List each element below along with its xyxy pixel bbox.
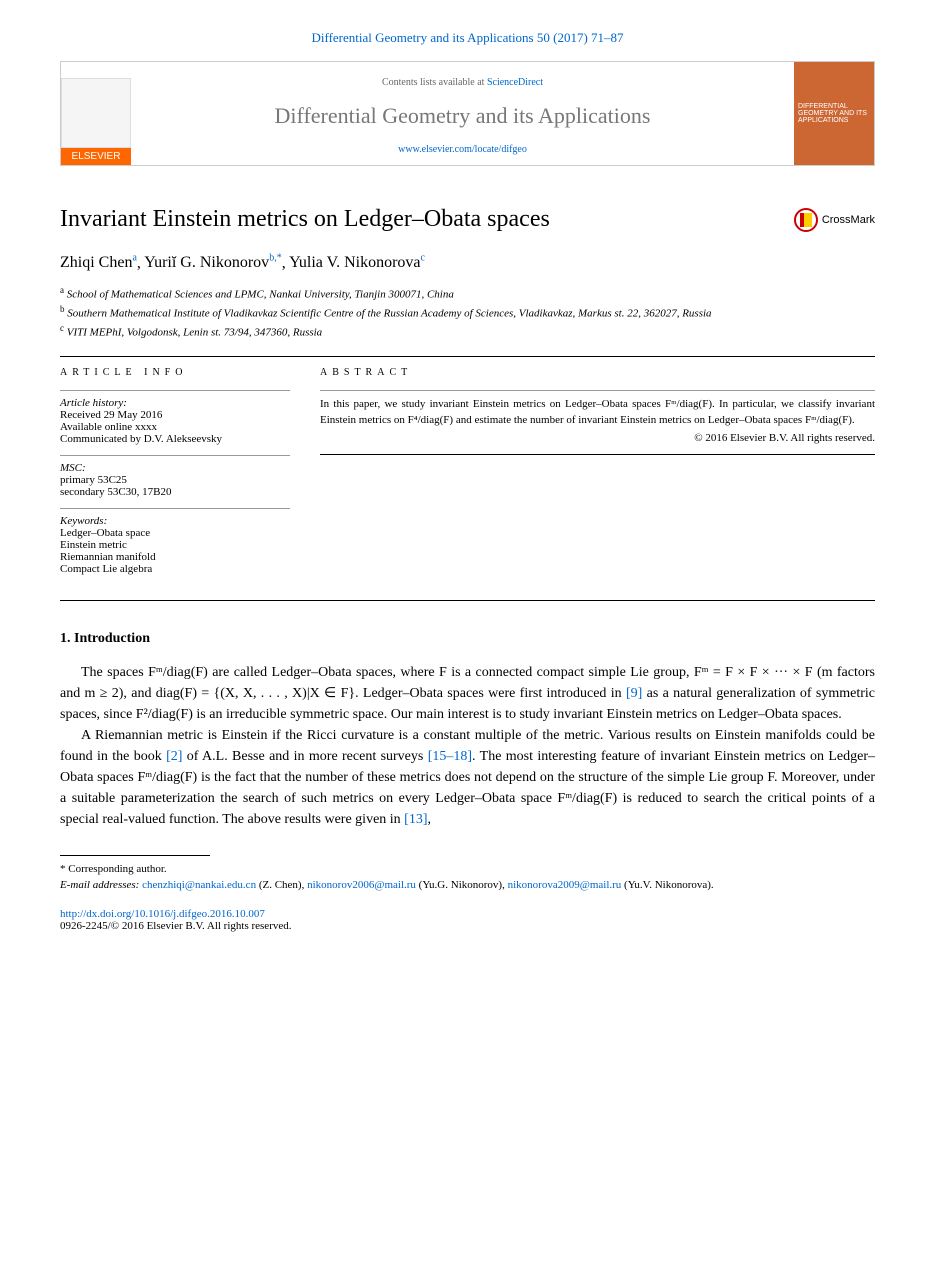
email-3-who: (Yu.V. Nikonorova). bbox=[624, 879, 714, 891]
cover-text: DIFFERENTIAL GEOMETRY AND ITS APPLICATIO… bbox=[794, 99, 874, 128]
elsevier-wordmark[interactable]: ELSEVIER bbox=[61, 148, 131, 165]
contents-prefix: Contents lists available at bbox=[382, 77, 487, 88]
history-line-1: Received 29 May 2016 bbox=[60, 409, 290, 421]
abstract-divider bbox=[320, 454, 875, 455]
author-2-sup[interactable]: b,* bbox=[269, 253, 282, 264]
issn-copyright: 0926-2245/© 2016 Elsevier B.V. All right… bbox=[60, 920, 875, 932]
article-title-row: Invariant Einstein metrics on Ledger–Oba… bbox=[60, 206, 875, 233]
email-3[interactable]: nikonorova2009@mail.ru bbox=[508, 879, 622, 891]
para2-end: , bbox=[428, 812, 432, 827]
abstract-copyright: © 2016 Elsevier B.V. All rights reserved… bbox=[320, 432, 875, 444]
journal-url[interactable]: www.elsevier.com/locate/difgeo bbox=[141, 144, 784, 155]
article-info-heading: article info bbox=[60, 367, 290, 378]
affiliations: a School of Mathematical Sciences and LP… bbox=[60, 284, 875, 341]
msc-title: MSC: bbox=[60, 462, 290, 474]
header-citation[interactable]: Differential Geometry and its Applicatio… bbox=[60, 30, 875, 46]
ref-2-link[interactable]: [2] bbox=[166, 749, 182, 764]
contents-line: Contents lists available at ScienceDirec… bbox=[141, 77, 784, 88]
publisher-logo-block: ELSEVIER bbox=[61, 62, 131, 165]
affiliation-b: b Southern Mathematical Institute of Vla… bbox=[60, 303, 875, 322]
author-2: Yuriĭ G. Nikonorovb,* bbox=[144, 254, 281, 271]
journal-cover: DIFFERENTIAL GEOMETRY AND ITS APPLICATIO… bbox=[794, 62, 874, 165]
intro-para-2: A Riemannian metric is Einstein if the R… bbox=[60, 725, 875, 830]
abstract-text: In this paper, we study invariant Einste… bbox=[320, 397, 875, 428]
authors-line: Zhiqi Chena, Yuriĭ G. Nikonorovb,*, Yuli… bbox=[60, 253, 875, 272]
article-info-column: article info Article history: Received 2… bbox=[60, 367, 290, 585]
keyword-1: Ledger–Obata space bbox=[60, 527, 290, 539]
aff-b-text: Southern Mathematical Institute of Vladi… bbox=[67, 308, 711, 320]
corresponding-author-note: * Corresponding author. bbox=[60, 862, 875, 877]
keyword-2: Einstein metric bbox=[60, 539, 290, 551]
author-3: Yulia V. Nikonorovac bbox=[289, 254, 425, 271]
history-line-3: Communicated by D.V. Alekseevsky bbox=[60, 433, 290, 445]
info-abstract-row: article info Article history: Received 2… bbox=[60, 367, 875, 585]
aff-b-label: b bbox=[60, 304, 65, 314]
aff-a-text: School of Mathematical Sciences and LPMC… bbox=[67, 289, 454, 301]
aff-a-label: a bbox=[60, 285, 64, 295]
author-2-name: Yuriĭ G. Nikonorov bbox=[144, 254, 269, 271]
abstract-body: In this paper, we study invariant Einste… bbox=[320, 390, 875, 444]
email-2[interactable]: nikonorov2006@mail.ru bbox=[307, 879, 416, 891]
ref-9-link[interactable]: [9] bbox=[626, 686, 642, 701]
crossmark-label: CrossMark bbox=[822, 214, 875, 226]
elsevier-tree-icon bbox=[61, 78, 131, 148]
section-1-heading: 1. Introduction bbox=[60, 631, 875, 647]
crossmark-icon bbox=[794, 208, 818, 232]
abstract-column: abstract In this paper, we study invaria… bbox=[320, 367, 875, 585]
keywords-title: Keywords: bbox=[60, 515, 290, 527]
msc-section: MSC: primary 53C25 secondary 53C30, 17B2… bbox=[60, 455, 290, 498]
author-1-name: Zhiqi Chen bbox=[60, 254, 132, 271]
affiliation-c: c VITI MEPhI, Volgodonsk, Lenin st. 73/9… bbox=[60, 322, 875, 341]
abstract-heading: abstract bbox=[320, 367, 875, 378]
para2-mid1: of A.L. Besse and in more recent surveys bbox=[182, 749, 427, 764]
history-line-2: Available online xxxx bbox=[60, 421, 290, 433]
article-history: Article history: Received 29 May 2016 Av… bbox=[60, 390, 290, 445]
author-3-sup[interactable]: c bbox=[421, 253, 425, 264]
email-2-who: (Yu.G. Nikonorov) bbox=[419, 879, 502, 891]
intro-para-1: The spaces Fᵐ/diag(F) are called Ledger–… bbox=[60, 662, 875, 725]
author-1-sup[interactable]: a bbox=[132, 253, 136, 264]
keywords-section: Keywords: Ledger–Obata space Einstein me… bbox=[60, 508, 290, 575]
doi-link[interactable]: http://dx.doi.org/10.1016/j.difgeo.2016.… bbox=[60, 908, 265, 920]
aff-c-label: c bbox=[60, 323, 64, 333]
author-3-name: Yulia V. Nikonorova bbox=[289, 254, 420, 271]
aff-c-text: VITI MEPhI, Volgodonsk, Lenin st. 73/94,… bbox=[67, 327, 322, 339]
email-label: E-mail addresses: bbox=[60, 879, 142, 891]
email-1[interactable]: chenzhiqi@nankai.edu.cn bbox=[142, 879, 256, 891]
author-1: Zhiqi Chena bbox=[60, 254, 137, 271]
history-title: Article history: bbox=[60, 397, 290, 409]
keyword-4: Compact Lie algebra bbox=[60, 563, 290, 575]
sciencedirect-link[interactable]: ScienceDirect bbox=[487, 77, 543, 88]
divider-2 bbox=[60, 600, 875, 601]
article-title: Invariant Einstein metrics on Ledger–Oba… bbox=[60, 206, 550, 233]
footnote-separator bbox=[60, 855, 210, 856]
msc-line-1: primary 53C25 bbox=[60, 474, 290, 486]
journal-name: Differential Geometry and its Applicatio… bbox=[141, 103, 784, 129]
affiliation-a: a School of Mathematical Sciences and LP… bbox=[60, 284, 875, 303]
divider bbox=[60, 356, 875, 357]
email-1-who: (Z. Chen) bbox=[259, 879, 302, 891]
ref-13-link[interactable]: [13] bbox=[404, 812, 427, 827]
msc-line-2: secondary 53C30, 17B20 bbox=[60, 486, 290, 498]
keyword-3: Riemannian manifold bbox=[60, 551, 290, 563]
ref-15-18-link[interactable]: [15–18] bbox=[428, 749, 472, 764]
doi-line: http://dx.doi.org/10.1016/j.difgeo.2016.… bbox=[60, 908, 875, 920]
email-footnote: E-mail addresses: chenzhiqi@nankai.edu.c… bbox=[60, 878, 875, 893]
crossmark-badge[interactable]: CrossMark bbox=[794, 208, 875, 232]
journal-banner: ELSEVIER Contents lists available at Sci… bbox=[60, 61, 875, 166]
banner-center: Contents lists available at ScienceDirec… bbox=[131, 62, 794, 165]
